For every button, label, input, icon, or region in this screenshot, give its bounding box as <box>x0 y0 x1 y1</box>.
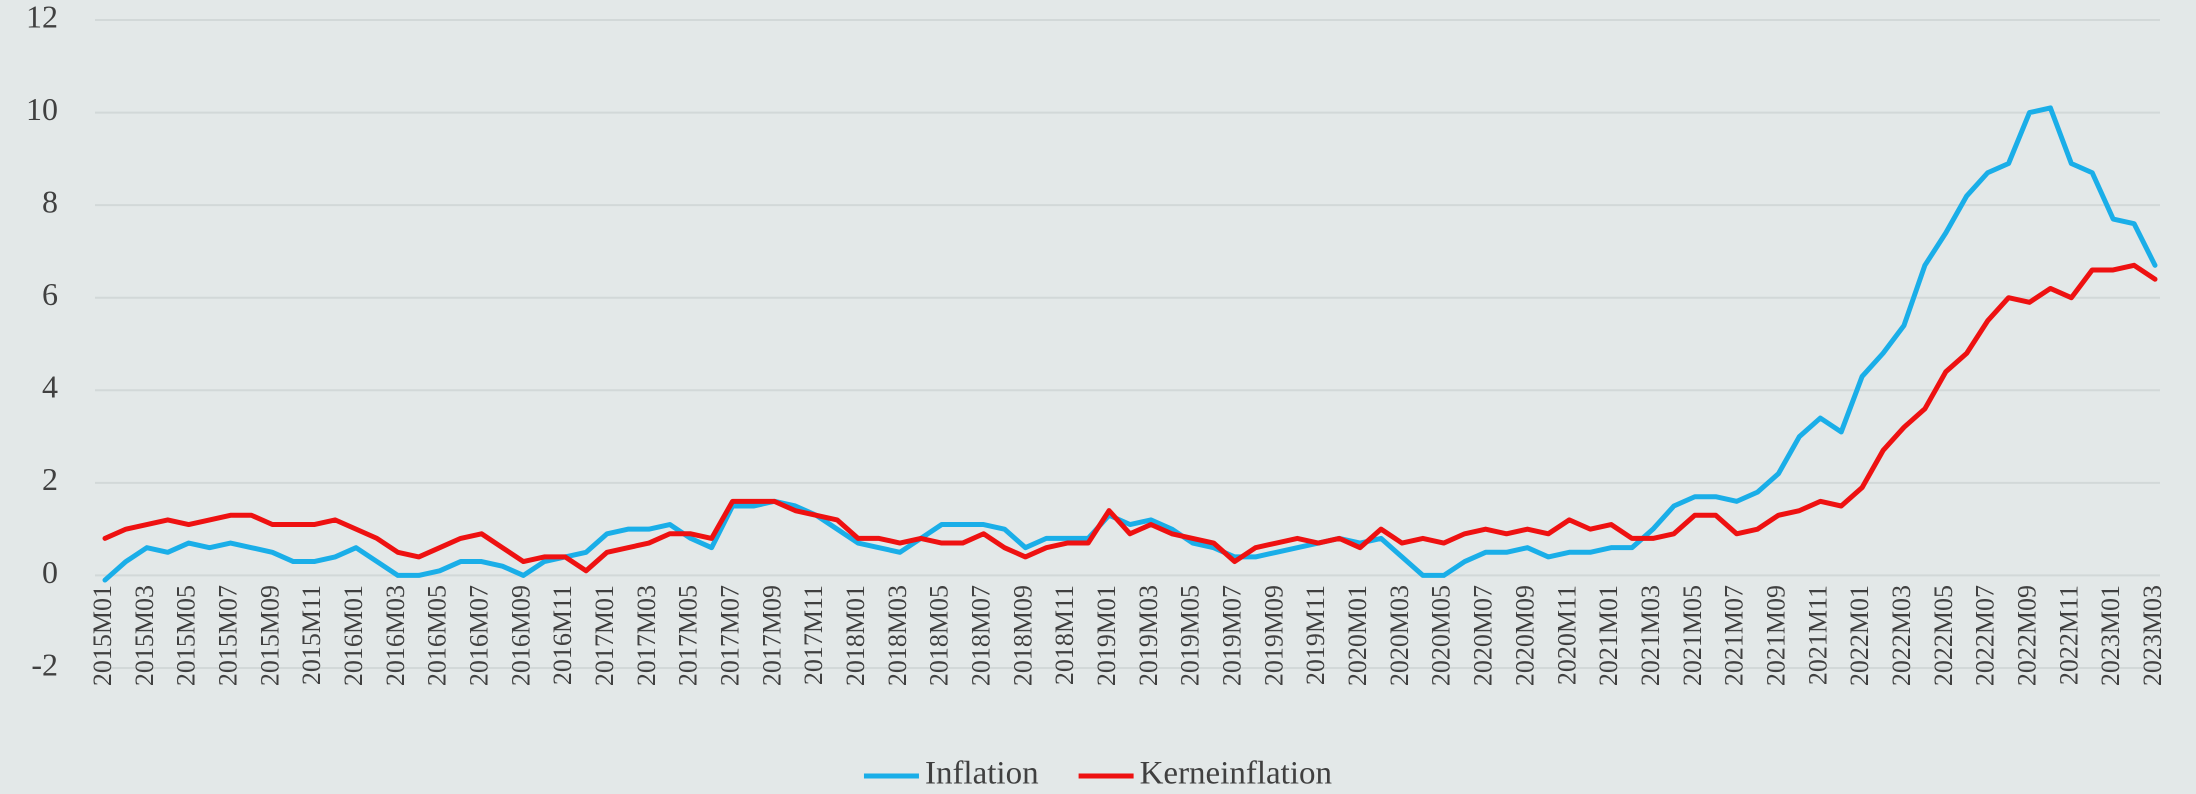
x-tick-label: 2019M09 <box>1259 585 1288 686</box>
x-tick-label: 2020M01 <box>1343 585 1372 686</box>
legend-label: Kerneinflation <box>1140 756 1332 792</box>
x-tick-label: 2016M03 <box>381 585 410 686</box>
x-tick-label: 2021M05 <box>1678 585 1707 686</box>
x-tick-label: 2021M11 <box>1803 585 1832 685</box>
x-tick-label: 2021M07 <box>1720 585 1749 686</box>
x-tick-label: 2018M05 <box>925 585 954 686</box>
x-tick-label: 2017M03 <box>632 585 661 686</box>
x-tick-label: 2022M05 <box>1929 585 1958 686</box>
legend-label: Inflation <box>925 756 1039 792</box>
x-tick-label: 2020M07 <box>1469 585 1498 686</box>
x-tick-label: 2015M01 <box>88 585 117 686</box>
x-tick-label: 2022M03 <box>1887 585 1916 686</box>
y-tick-label: 8 <box>42 183 58 219</box>
x-tick-label: 2016M07 <box>464 585 493 686</box>
x-tick-label: 2016M01 <box>339 585 368 686</box>
x-tick-label: 2022M11 <box>2054 585 2083 685</box>
x-tick-label: 2020M09 <box>1510 585 1539 686</box>
x-tick-label: 2016M11 <box>548 585 577 685</box>
x-tick-label: 2023M01 <box>2096 585 2125 686</box>
x-tick-label: 2021M09 <box>1761 585 1790 686</box>
x-tick-label: 2018M03 <box>883 585 912 686</box>
x-tick-label: 2019M03 <box>1134 585 1163 686</box>
x-tick-label: 2015M03 <box>130 585 159 686</box>
x-tick-label: 2016M05 <box>423 585 452 686</box>
x-tick-label: 2021M01 <box>1594 585 1623 686</box>
x-tick-label: 2019M01 <box>1092 585 1121 686</box>
x-tick-label: 2019M07 <box>1218 585 1247 686</box>
x-tick-label: 2017M11 <box>799 585 828 685</box>
x-tick-label: 2016M09 <box>506 585 535 686</box>
x-tick-label: 2019M11 <box>1301 585 1330 685</box>
x-tick-label: 2020M05 <box>1427 585 1456 686</box>
x-tick-label: 2018M01 <box>841 585 870 686</box>
x-tick-label: 2022M09 <box>2012 585 2041 686</box>
x-tick-label: 2015M11 <box>297 585 326 685</box>
y-tick-label: 10 <box>26 91 58 127</box>
x-tick-label: 2015M05 <box>172 585 201 686</box>
y-tick-label: 2 <box>42 461 58 497</box>
y-tick-label: 0 <box>42 554 58 590</box>
y-tick-label: -2 <box>31 646 58 682</box>
y-tick-label: 6 <box>42 276 58 312</box>
x-tick-label: 2017M09 <box>757 585 786 686</box>
x-tick-label: 2023M03 <box>2138 585 2167 686</box>
x-tick-label: 2017M07 <box>716 585 745 686</box>
x-tick-label: 2022M01 <box>1845 585 1874 686</box>
y-tick-label: 4 <box>42 369 58 405</box>
y-tick-label: 12 <box>26 0 58 34</box>
x-tick-label: 2018M11 <box>1050 585 1079 685</box>
x-tick-label: 2017M01 <box>590 585 619 686</box>
x-tick-label: 2018M09 <box>1008 585 1037 686</box>
x-tick-label: 2020M03 <box>1385 585 1414 686</box>
x-tick-label: 2020M11 <box>1552 585 1581 685</box>
x-tick-label: 2017M05 <box>674 585 703 686</box>
data-line <box>102 262 2158 574</box>
data-line <box>102 105 2158 583</box>
x-tick-label: 2022M07 <box>1971 585 2000 686</box>
x-tick-label: 2015M07 <box>213 585 242 686</box>
x-tick-label: 2015M09 <box>255 585 284 686</box>
x-tick-label: 2018M07 <box>967 585 996 686</box>
x-tick-label: 2021M03 <box>1636 585 1665 686</box>
x-tick-label: 2019M05 <box>1176 585 1205 686</box>
